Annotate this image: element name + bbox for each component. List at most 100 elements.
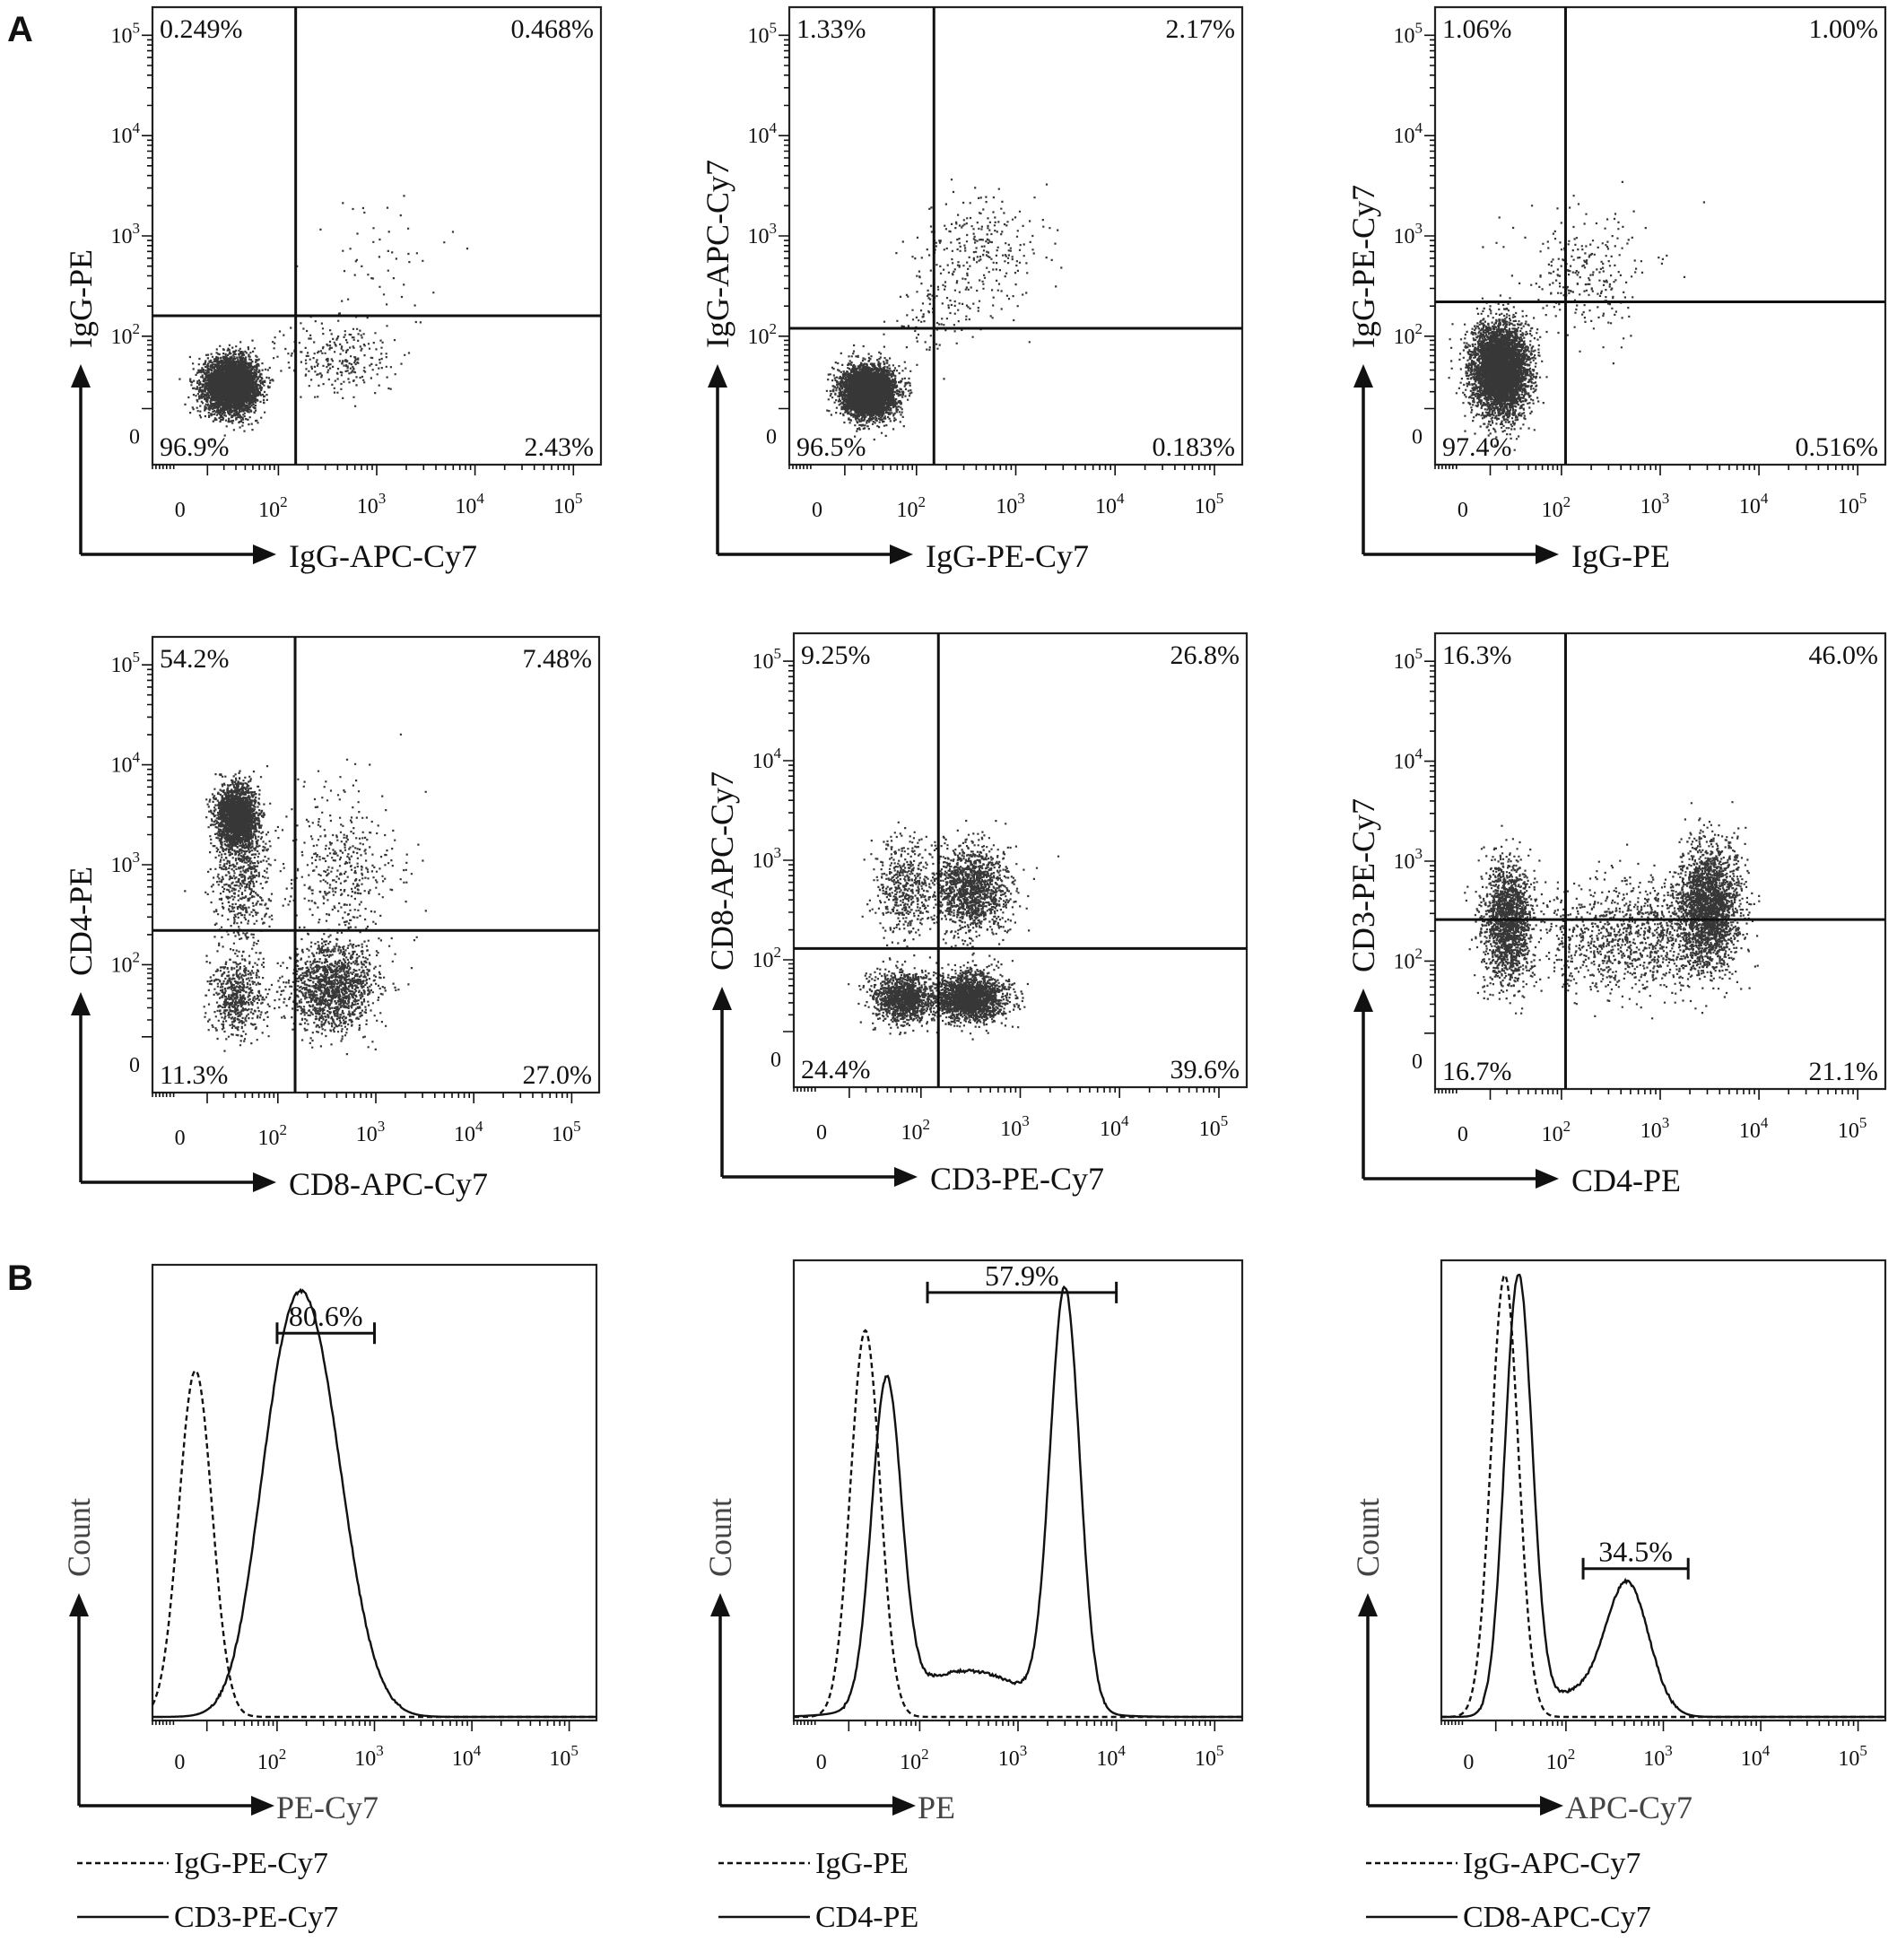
- y-tick-label: 0: [770, 1049, 781, 1072]
- x-axis-ticks: [793, 1720, 1216, 1731]
- y-tick-label: 102: [753, 944, 782, 972]
- scatter-panel-cd4-vs-cd8: 54.2% 7.48% 11.3% 27.0% 0 0 102 102 103 103 104 104…: [63, 635, 601, 1202]
- quadrant-lower-left-label: 96.5%: [796, 432, 866, 462]
- y-axis-label: Count: [61, 1498, 97, 1577]
- y-tick-label: 104: [111, 119, 141, 148]
- gate-percent-label: 34.5%: [1598, 1536, 1673, 1568]
- y-axis-ticks: [779, 34, 789, 410]
- x-axis-arrow-head: [892, 1796, 916, 1816]
- y-axis-ticks: [142, 34, 152, 410]
- x-tick-label: 104: [1739, 490, 1769, 518]
- y-axis-arrow-head: [712, 987, 732, 1010]
- quadrant-upper-left-label: 0.249%: [160, 14, 243, 44]
- x-tick-label: 0: [1458, 499, 1468, 522]
- x-tick-label: 0: [174, 1751, 185, 1774]
- x-axis-ticks: [793, 1087, 1220, 1098]
- x-tick-label: 103: [1640, 490, 1670, 518]
- gate-percent-label: 57.9%: [985, 1259, 1059, 1292]
- x-tick-label: 105: [1195, 490, 1224, 518]
- x-axis-arrow-head: [1536, 544, 1559, 564]
- y-axis-label: CD3-PE-Cy7: [1345, 798, 1381, 972]
- x-tick-label: 104: [455, 490, 484, 518]
- y-axis-label: Count: [702, 1498, 738, 1577]
- gate-bar[interactable]: [926, 1281, 1118, 1303]
- legend-entry: IgG-APC-Cy7: [1463, 1847, 1640, 1880]
- plot-frame: [792, 632, 1249, 1089]
- x-axis-arrow-head: [251, 1796, 274, 1816]
- y-axis-label: CD8-APC-Cy7: [704, 771, 740, 971]
- x-tick-label: 105: [553, 490, 583, 518]
- scatter-panel-isotype-pecy7-vs-pe: 1.06% 1.00% 97.4% 0.516% 0 0 102 102 103 103 104 10…: [1345, 5, 1887, 574]
- histogram-panel-hist-pe: 57.9% 0 102 103 104 105 PE Count IgG-PE CD4-PE: [702, 1259, 1244, 1934]
- x-axis-label: IgG-PE-Cy7: [926, 538, 1089, 574]
- quadrant-lower-left-label: 24.4%: [801, 1055, 871, 1085]
- y-tick-label: 104: [111, 749, 141, 778]
- x-tick-label: 103: [357, 490, 387, 518]
- gate-bar[interactable]: [275, 1322, 376, 1345]
- x-axis-label: PE-Cy7: [276, 1790, 379, 1825]
- events-isotype-pe-vs-apccy7: [178, 195, 469, 441]
- y-tick-label: 105: [753, 645, 782, 674]
- plot-frame: [792, 1259, 1244, 1722]
- quadrant-upper-left-label: 54.2%: [160, 644, 230, 674]
- x-tick-label: 105: [1838, 1114, 1867, 1143]
- x-axis-arrow-head: [253, 1172, 276, 1192]
- quadrant-upper-right-label: 2.17%: [1166, 14, 1236, 44]
- x-tick-label: 105: [549, 1742, 579, 1771]
- y-axis-label: IgG-PE: [63, 249, 99, 348]
- events-cd4-vs-cd8: [184, 733, 427, 1056]
- y-axis-arrow-head: [708, 364, 727, 388]
- y-tick-label: 0: [129, 426, 140, 449]
- y-tick-label: 103: [753, 844, 782, 873]
- x-tick-label: 103: [1643, 1742, 1673, 1771]
- x-axis-label: IgG-PE: [1571, 538, 1670, 574]
- y-axis-label: IgG-PE-Cy7: [1345, 185, 1381, 348]
- histogram-series-IgG-PE-Cy7: [151, 1369, 596, 1719]
- y-axis-arrow-head: [71, 364, 91, 388]
- y-tick-label: 102: [1394, 945, 1423, 973]
- x-axis-label: CD3-PE-Cy7: [930, 1161, 1104, 1197]
- x-axis-label: PE: [918, 1790, 955, 1825]
- x-tick-label: 103: [356, 1118, 386, 1146]
- x-axis-ticks: [152, 465, 575, 475]
- x-tick-label: 104: [1095, 490, 1125, 518]
- y-tick-label: 105: [748, 19, 778, 48]
- y-tick-label: 105: [1394, 19, 1423, 48]
- quadrant-lower-right-label: 2.43%: [525, 432, 595, 462]
- y-axis-label: CD4-PE: [63, 867, 99, 976]
- y-tick-label: 103: [1394, 845, 1423, 874]
- histogram-series-CD8-APC-Cy7: [1441, 1273, 1885, 1719]
- y-tick-label: 103: [1394, 220, 1423, 248]
- scatter-panel-isotype-apccy7-vs-pecy7: 1.33% 2.17% 96.5% 0.183% 0 0 102 102 103 103 104 10…: [700, 5, 1244, 574]
- gate-percent-label: 80.6%: [289, 1300, 363, 1332]
- x-tick-label: 103: [354, 1742, 384, 1771]
- plot-frame: [1440, 1259, 1887, 1722]
- scatter-panel-isotype-pe-vs-apccy7: 0.249% 0.468% 96.9% 2.43% 0 0 102 102 103 103 104 1…: [63, 5, 603, 574]
- x-tick-label: 103: [1000, 1112, 1030, 1141]
- quadrant-lower-left-label: 96.9%: [160, 432, 230, 462]
- x-tick-label: 105: [552, 1118, 581, 1146]
- histogram-series-CD3-PE-Cy7: [152, 1287, 596, 1719]
- histogram-panel-hist-pecy7: 80.6% 0 102 103 104 105 PE-Cy7 Count IgG-PE-Cy7 C…: [61, 1263, 598, 1934]
- y-tick-label: 104: [1394, 119, 1423, 148]
- x-axis-label: CD4-PE: [1571, 1163, 1681, 1198]
- y-tick-label: 103: [111, 849, 141, 877]
- quadrant-lower-left-label: 11.3%: [160, 1060, 228, 1090]
- x-tick-label: 104: [452, 1742, 482, 1771]
- events-cd3-vs-cd4: [1464, 801, 1761, 1020]
- panel-label-a: A: [7, 10, 33, 49]
- quadrant-upper-left-label: 9.25%: [801, 640, 871, 670]
- legend-entry: IgG-PE-Cy7: [174, 1847, 328, 1880]
- x-tick-label: 105: [1195, 1742, 1224, 1771]
- y-tick-label: 0: [1412, 426, 1423, 449]
- x-tick-label: 104: [454, 1118, 483, 1146]
- quadrant-upper-right-label: 7.48%: [523, 644, 593, 674]
- y-tick-label: 104: [748, 119, 778, 148]
- gate-bar[interactable]: [1581, 1557, 1690, 1580]
- y-axis-arrow-head: [69, 1593, 89, 1616]
- y-axis-ticks: [1424, 34, 1435, 410]
- x-tick-label: 102: [901, 1116, 931, 1145]
- y-axis-ticks: [1424, 660, 1435, 1034]
- quadrant-lower-right-label: 0.183%: [1153, 432, 1236, 462]
- x-axis-arrow-head: [253, 544, 276, 564]
